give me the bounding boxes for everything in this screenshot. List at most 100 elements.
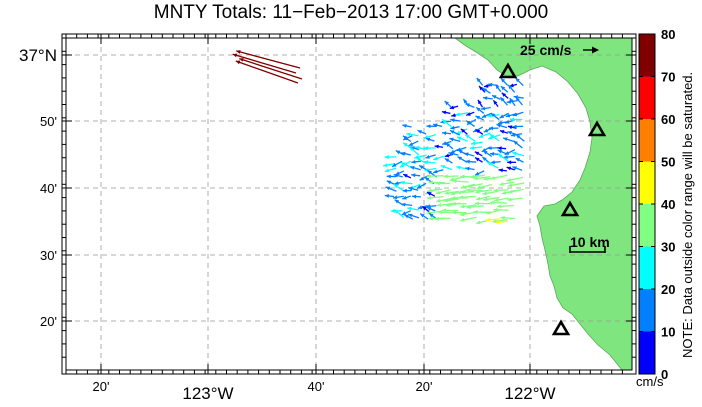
vector-head xyxy=(402,188,407,193)
vector-head xyxy=(417,130,422,134)
vector-head xyxy=(460,218,465,222)
colorbar-segment xyxy=(639,34,655,77)
vector-head xyxy=(412,194,417,199)
vector-head xyxy=(426,195,431,200)
vector-head xyxy=(476,185,481,190)
vector-head xyxy=(416,157,421,162)
station-marker xyxy=(551,319,571,336)
vector-head xyxy=(515,78,520,83)
colorbar-label: 70 xyxy=(661,70,675,85)
vector-head xyxy=(448,151,453,156)
vector-head xyxy=(239,58,244,62)
colorbar-segment xyxy=(639,119,655,162)
x-tick-label: 122°W xyxy=(504,384,555,403)
vector-head xyxy=(474,201,479,206)
vector-head xyxy=(384,194,389,198)
vector-head xyxy=(503,155,508,159)
vector-head xyxy=(475,157,480,162)
vector-head xyxy=(465,166,470,171)
vector-head xyxy=(493,207,498,212)
vector-head xyxy=(465,159,470,164)
colorbar-segment xyxy=(639,289,655,332)
colorbar-segment xyxy=(639,331,655,375)
vector-head xyxy=(475,116,480,120)
vector-head xyxy=(476,77,481,83)
vector-head xyxy=(394,199,400,204)
vector-head xyxy=(459,212,465,217)
vector-head xyxy=(471,141,476,146)
vector-head xyxy=(236,50,241,54)
vector-head xyxy=(403,174,408,178)
vector-head xyxy=(425,137,431,142)
current-vectors xyxy=(232,50,525,225)
current-vector xyxy=(232,53,297,74)
vector-head xyxy=(499,114,504,118)
vector-head xyxy=(434,144,439,149)
colorbar-label: 50 xyxy=(661,155,675,170)
x-tick-label: 20' xyxy=(416,379,433,394)
vector-head xyxy=(506,178,511,182)
vector-head xyxy=(401,202,406,207)
vector-head xyxy=(470,145,475,150)
vector-head xyxy=(512,112,518,117)
vector-head xyxy=(450,125,455,130)
vector-head xyxy=(386,180,392,185)
vector-head xyxy=(426,174,431,179)
colorbar-segment xyxy=(639,76,655,120)
vector-head xyxy=(500,215,505,220)
vector-head xyxy=(506,99,512,104)
vector-head xyxy=(436,198,441,203)
radar-stations xyxy=(498,62,607,336)
vector-head xyxy=(483,150,488,155)
vector-head xyxy=(459,195,464,200)
vector-head xyxy=(406,132,411,137)
station-marker xyxy=(498,62,518,79)
vector-head xyxy=(450,191,456,196)
scale-bar-label: 10 km xyxy=(570,234,610,250)
vector-head xyxy=(427,188,432,193)
vector-head xyxy=(479,86,484,91)
vector-head xyxy=(476,220,481,225)
vector-head xyxy=(490,176,495,180)
vector-head xyxy=(444,191,449,195)
vector-head xyxy=(411,160,416,164)
vector-head xyxy=(444,158,450,163)
vector-head xyxy=(460,204,465,209)
x-tick-label: 40' xyxy=(308,379,325,394)
vector-head xyxy=(464,152,469,157)
vector-head xyxy=(419,165,424,170)
vector-head xyxy=(473,176,478,181)
vector-head xyxy=(408,186,413,191)
vector-head xyxy=(393,184,399,189)
colorbar-unit: cm/s xyxy=(636,374,664,389)
vector-head xyxy=(450,130,455,134)
vector-head xyxy=(422,206,427,211)
vector-head xyxy=(490,160,495,165)
vector-head xyxy=(501,92,507,97)
vector-head xyxy=(507,183,513,188)
vector-head xyxy=(426,124,431,129)
vector-head xyxy=(411,173,416,178)
vector-head xyxy=(466,112,471,116)
vector-head xyxy=(408,142,414,146)
vector-head xyxy=(512,124,517,129)
vector-head xyxy=(477,99,482,105)
vector-head xyxy=(476,196,481,201)
colorbar-label: 20 xyxy=(661,282,675,297)
vector-head xyxy=(401,162,406,166)
vector-head xyxy=(466,205,471,210)
vector-head xyxy=(427,192,432,196)
vector-head xyxy=(492,219,497,224)
vector-head xyxy=(423,135,429,139)
current-vector xyxy=(236,50,301,69)
y-tick-label: 37°N xyxy=(19,46,57,65)
vector-head xyxy=(451,196,456,200)
colorbar-label: 10 xyxy=(661,325,675,340)
land-mass xyxy=(454,38,632,370)
vector-head xyxy=(419,176,425,181)
vector-head xyxy=(404,214,409,219)
vector-head xyxy=(450,118,455,123)
vector-head xyxy=(401,151,406,156)
vector-head xyxy=(402,124,407,128)
vector-head xyxy=(403,142,408,147)
